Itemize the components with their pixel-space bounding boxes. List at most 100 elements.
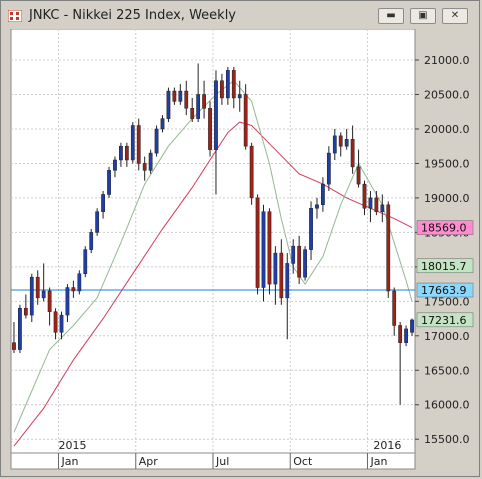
candle[interactable] bbox=[47, 290, 52, 312]
candle[interactable] bbox=[83, 249, 88, 274]
candle[interactable] bbox=[368, 197, 373, 209]
y-tick-label: 16500.0 bbox=[424, 364, 470, 377]
candle[interactable] bbox=[18, 307, 22, 350]
candle[interactable] bbox=[89, 232, 94, 250]
y-tick-label: 19000.0 bbox=[424, 192, 470, 205]
candle[interactable] bbox=[297, 245, 302, 278]
candle[interactable] bbox=[344, 139, 349, 147]
candle[interactable] bbox=[231, 70, 236, 99]
candle[interactable] bbox=[166, 90, 171, 119]
candle[interactable] bbox=[338, 135, 343, 147]
y-tick-label: 17000.0 bbox=[424, 330, 470, 343]
candle[interactable] bbox=[291, 245, 296, 264]
candle[interactable] bbox=[154, 128, 159, 154]
candle[interactable] bbox=[380, 204, 385, 212]
y-tick-label: 20500.0 bbox=[424, 88, 470, 101]
candle[interactable] bbox=[243, 94, 248, 147]
candle[interactable] bbox=[356, 166, 361, 185]
candle[interactable] bbox=[113, 159, 117, 171]
window-title: JNKC - Nikkei 225 Index, Weekly bbox=[29, 8, 236, 23]
ma-slow-line bbox=[13, 121, 413, 447]
candle[interactable] bbox=[214, 80, 218, 150]
y-tick-label: 15500.0 bbox=[424, 433, 470, 446]
candle[interactable] bbox=[255, 197, 260, 288]
candle[interactable] bbox=[59, 314, 64, 333]
y-tick-label: 20000.0 bbox=[424, 123, 470, 136]
year-label: 2015 bbox=[59, 439, 87, 452]
price-chart[interactable]: 15500.016000.016500.017000.017500.018000… bbox=[8, 29, 474, 472]
candle[interactable] bbox=[220, 80, 224, 99]
x-tick-label: Apr bbox=[139, 455, 159, 468]
candle[interactable] bbox=[267, 211, 272, 285]
candle[interactable] bbox=[65, 287, 70, 316]
candle[interactable] bbox=[136, 125, 141, 164]
price-tag-label: 17663.9 bbox=[421, 284, 467, 297]
candle[interactable] bbox=[142, 163, 147, 171]
x-tick-label: Oct bbox=[293, 455, 313, 468]
title-bar[interactable]: JNKC - Nikkei 225 Index, Weekly ▬ ▣ ✕ bbox=[5, 5, 477, 27]
candle[interactable] bbox=[23, 307, 28, 316]
candle[interactable] bbox=[303, 249, 307, 278]
candle[interactable] bbox=[202, 94, 206, 109]
candle[interactable] bbox=[53, 311, 58, 333]
candle[interactable] bbox=[119, 145, 123, 161]
candle[interactable] bbox=[237, 94, 242, 99]
price-tag-label: 17231.6 bbox=[421, 314, 467, 327]
candle[interactable] bbox=[160, 118, 165, 130]
candle[interactable] bbox=[285, 263, 290, 299]
candle[interactable] bbox=[148, 152, 153, 171]
candle[interactable] bbox=[178, 90, 183, 102]
candle[interactable] bbox=[95, 211, 100, 233]
price-tag bbox=[416, 220, 474, 235]
candle[interactable] bbox=[332, 135, 337, 154]
candle[interactable] bbox=[172, 90, 177, 102]
candle[interactable] bbox=[410, 319, 414, 333]
candle[interactable] bbox=[279, 252, 284, 299]
candle[interactable] bbox=[362, 183, 367, 209]
price-tag-label: 18015.7 bbox=[421, 260, 467, 273]
candle[interactable] bbox=[261, 211, 266, 288]
close-button[interactable]: ✕ bbox=[442, 8, 468, 24]
candle[interactable] bbox=[130, 125, 135, 161]
candle[interactable] bbox=[208, 108, 212, 150]
candle[interactable] bbox=[196, 94, 201, 119]
x-tick-label: Jan bbox=[61, 455, 79, 468]
candle[interactable] bbox=[273, 252, 278, 285]
candle[interactable] bbox=[350, 139, 355, 168]
candle[interactable] bbox=[71, 287, 76, 292]
x-tick-label: Jul bbox=[215, 455, 229, 468]
candle[interactable] bbox=[309, 208, 313, 250]
y-tick-label: 19500.0 bbox=[424, 157, 470, 170]
candle[interactable] bbox=[77, 273, 82, 292]
y-tick-label: 21000.0 bbox=[424, 54, 470, 67]
candle[interactable] bbox=[35, 276, 40, 299]
maximize-button[interactable]: ▣ bbox=[410, 8, 436, 24]
x-tick-label: Jan bbox=[369, 455, 387, 468]
candle[interactable] bbox=[398, 325, 403, 343]
candle[interactable] bbox=[12, 342, 16, 350]
minimize-button[interactable]: ▬ bbox=[378, 8, 404, 24]
candle[interactable] bbox=[386, 204, 391, 292]
candle[interactable] bbox=[29, 276, 34, 316]
candle[interactable] bbox=[101, 194, 105, 212]
candle[interactable] bbox=[404, 328, 408, 343]
candle[interactable] bbox=[124, 145, 129, 161]
candle[interactable] bbox=[41, 290, 46, 299]
candle[interactable] bbox=[225, 70, 230, 99]
candle[interactable] bbox=[315, 204, 319, 209]
ma-fast-line bbox=[13, 80, 413, 433]
candle[interactable] bbox=[392, 290, 397, 326]
candle[interactable] bbox=[321, 183, 325, 206]
candle[interactable] bbox=[374, 197, 379, 212]
candle[interactable] bbox=[326, 152, 331, 185]
price-tag bbox=[416, 282, 474, 298]
price-tag bbox=[416, 258, 474, 274]
candle[interactable] bbox=[249, 145, 254, 199]
price-tag-label: 18569.0 bbox=[421, 222, 467, 235]
y-tick-label: 17500.0 bbox=[424, 295, 470, 308]
candle[interactable] bbox=[107, 170, 111, 195]
y-tick-label: 16000.0 bbox=[424, 399, 470, 412]
candle[interactable] bbox=[184, 90, 189, 109]
candle[interactable] bbox=[190, 108, 195, 119]
